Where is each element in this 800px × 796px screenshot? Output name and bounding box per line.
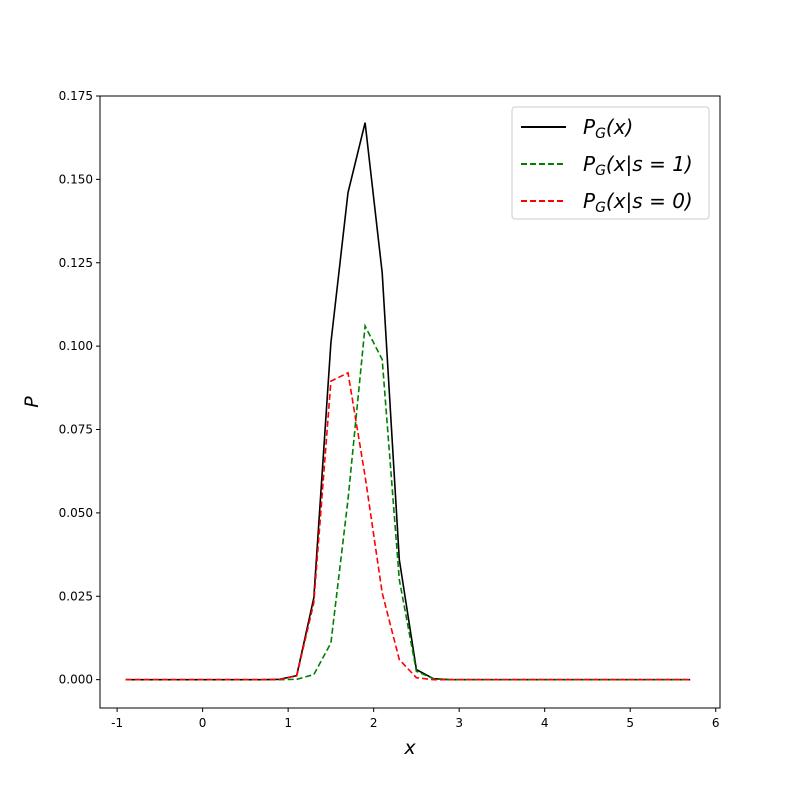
x-axis-ticks: -1 0 1 2 3 4 5 6 bbox=[111, 708, 720, 730]
x-tick-label: -1 bbox=[111, 716, 123, 730]
legend-sub: G bbox=[595, 126, 606, 142]
legend: PG(x)PG(x|s = 1)PG(x|s = 0) bbox=[511, 106, 710, 220]
x-tick-label: 6 bbox=[712, 716, 720, 730]
y-tick-label: 0.000 bbox=[59, 673, 93, 687]
x-tick-label: 2 bbox=[370, 716, 378, 730]
y-tick-label: 0.125 bbox=[59, 256, 93, 270]
y-axis-label: P bbox=[21, 396, 43, 408]
legend-entry: PG(x|s = 1) bbox=[583, 152, 693, 179]
y-tick-label: 0.150 bbox=[59, 172, 93, 186]
legend-sub: G bbox=[595, 163, 606, 179]
axes-frame bbox=[99, 95, 721, 709]
y-tick-label: 0.175 bbox=[59, 89, 93, 103]
legend-arg: (x) bbox=[606, 115, 633, 139]
legend-base: P bbox=[583, 115, 596, 139]
y-tick-label: 0.100 bbox=[59, 339, 93, 353]
series-line-1 bbox=[125, 323, 691, 681]
legend-arg: (x|s = 0) bbox=[606, 189, 693, 213]
y-tick-label: 0.025 bbox=[59, 589, 93, 603]
legend-frame bbox=[511, 106, 710, 220]
series-line-2 bbox=[125, 371, 691, 681]
legend-entry: PG(x|s = 0) bbox=[583, 189, 693, 216]
x-tick-label: 0 bbox=[199, 716, 207, 730]
legend-base: P bbox=[583, 189, 596, 213]
legend-sub: G bbox=[595, 200, 606, 216]
x-tick-label: 4 bbox=[541, 716, 549, 730]
y-axis-ticks: 0.000 0.025 0.050 0.075 0.100 0.125 0.150 0.175 bbox=[59, 89, 100, 687]
legend-arg: (x|s = 1) bbox=[606, 152, 693, 176]
y-tick-label: 0.050 bbox=[59, 506, 93, 520]
plot-area bbox=[125, 122, 691, 681]
y-tick-label: 0.075 bbox=[59, 423, 93, 437]
x-tick-label: 3 bbox=[455, 716, 463, 730]
x-tick-label: 1 bbox=[284, 716, 292, 730]
legend-base: P bbox=[583, 152, 596, 176]
legend-entry: PG(x) bbox=[583, 115, 633, 142]
x-axis-label: x bbox=[403, 737, 416, 759]
x-tick-label: 5 bbox=[626, 716, 634, 730]
